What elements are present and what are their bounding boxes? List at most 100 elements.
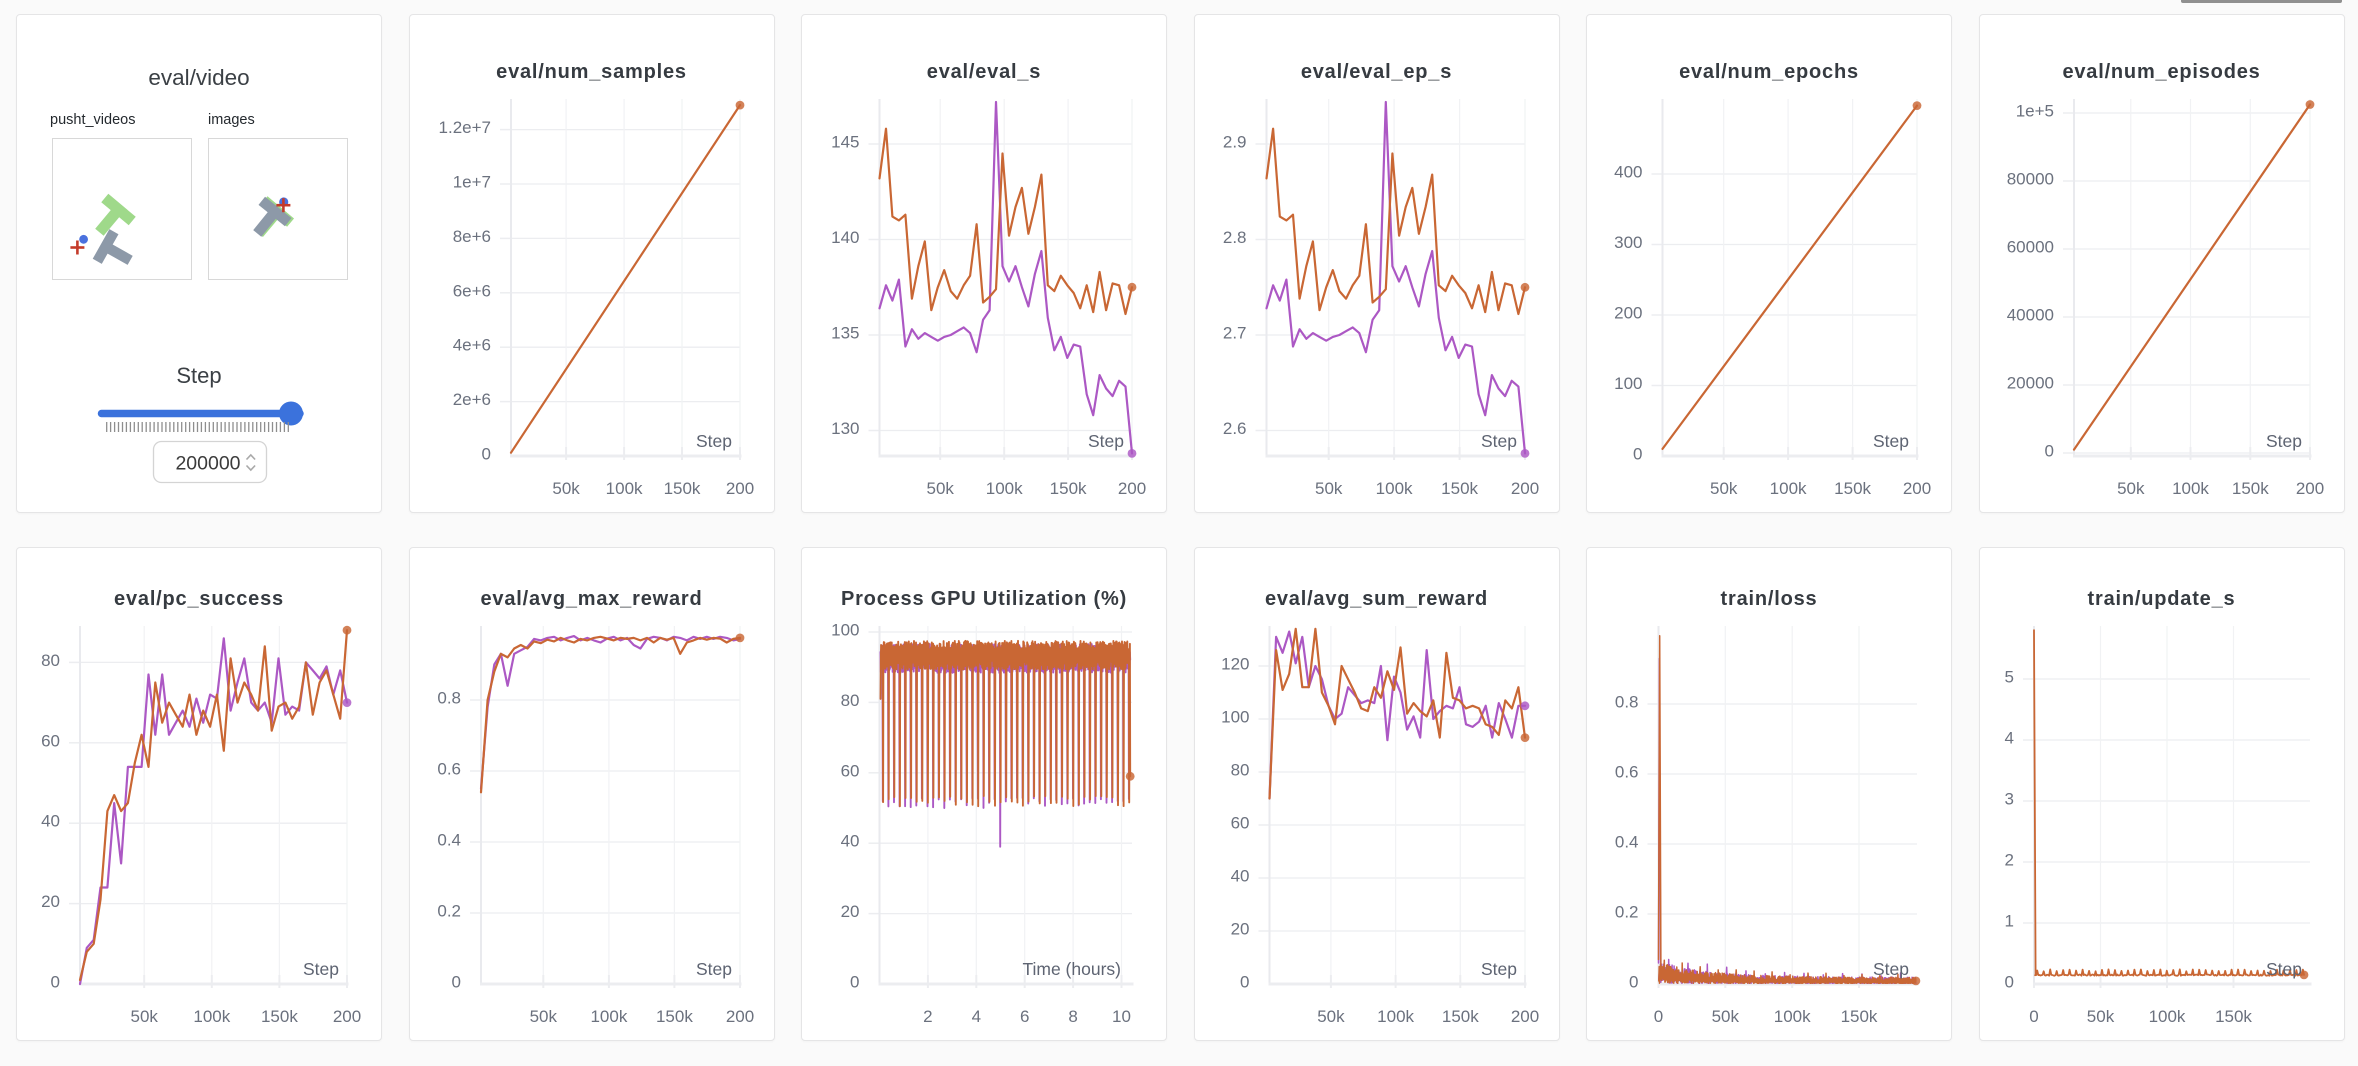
- svg-text:2.6: 2.6: [1222, 419, 1246, 438]
- svg-text:0.2: 0.2: [437, 902, 461, 921]
- svg-text:200: 200: [1903, 479, 1931, 498]
- svg-text:0.8: 0.8: [1615, 693, 1639, 712]
- svg-text:3: 3: [2004, 790, 2013, 809]
- svg-text:0: 0: [1629, 973, 1638, 992]
- svg-text:0.4: 0.4: [437, 831, 461, 850]
- svg-text:150k: 150k: [1841, 1007, 1878, 1026]
- svg-text:60: 60: [41, 731, 60, 750]
- svg-text:200: 200: [725, 1007, 753, 1026]
- svg-text:2e+6: 2e+6: [452, 390, 490, 409]
- svg-text:0: 0: [1654, 1007, 1663, 1026]
- svg-text:0: 0: [481, 445, 490, 464]
- svg-text:150k: 150k: [1441, 479, 1478, 498]
- svg-text:300: 300: [1614, 233, 1642, 252]
- svg-text:150k: 150k: [2215, 1007, 2252, 1026]
- svg-text:1.2e+7: 1.2e+7: [438, 118, 490, 137]
- svg-text:150k: 150k: [2231, 479, 2268, 498]
- svg-text:80: 80: [841, 691, 860, 710]
- svg-text:8e+6: 8e+6: [452, 227, 490, 246]
- svg-text:100: 100: [1221, 708, 1249, 727]
- svg-text:130: 130: [831, 419, 859, 438]
- svg-text:0: 0: [1633, 445, 1642, 464]
- svg-text:1e+7: 1e+7: [452, 173, 490, 192]
- svg-text:100: 100: [1614, 374, 1642, 393]
- svg-text:5: 5: [2004, 668, 2013, 687]
- svg-text:2.7: 2.7: [1222, 324, 1246, 343]
- svg-text:150k: 150k: [1834, 479, 1871, 498]
- svg-text:200: 200: [1614, 304, 1642, 323]
- svg-text:6: 6: [1020, 1007, 1029, 1026]
- svg-text:2.8: 2.8: [1222, 228, 1246, 247]
- svg-text:0.6: 0.6: [1615, 763, 1639, 782]
- svg-text:50k: 50k: [2086, 1007, 2114, 1026]
- svg-text:40: 40: [1230, 867, 1249, 886]
- svg-text:50k: 50k: [552, 479, 580, 498]
- svg-text:Time (hours): Time (hours): [1022, 959, 1121, 979]
- svg-text:Step: Step: [696, 959, 732, 979]
- svg-text:4: 4: [2004, 729, 2013, 748]
- svg-text:0: 0: [451, 973, 460, 992]
- svg-text:0: 0: [1240, 973, 1249, 992]
- svg-text:80: 80: [41, 651, 60, 670]
- svg-text:Step: Step: [696, 431, 732, 451]
- svg-text:145: 145: [831, 133, 859, 152]
- svg-text:140: 140: [831, 228, 859, 247]
- svg-text:100k: 100k: [1377, 1007, 1414, 1026]
- svg-text:Step: Step: [1481, 959, 1517, 979]
- svg-text:50k: 50k: [130, 1007, 158, 1026]
- svg-text:50k: 50k: [1710, 479, 1738, 498]
- svg-text:40000: 40000: [2006, 306, 2053, 325]
- svg-text:0: 0: [850, 973, 859, 992]
- svg-text:200: 200: [1118, 479, 1146, 498]
- svg-text:150k: 150k: [1441, 1007, 1478, 1026]
- svg-text:Step: Step: [303, 959, 339, 979]
- svg-text:6e+6: 6e+6: [452, 281, 490, 300]
- svg-text:50k: 50k: [1712, 1007, 1740, 1026]
- svg-text:200: 200: [1510, 1007, 1538, 1026]
- svg-text:100k: 100k: [2172, 479, 2209, 498]
- svg-text:Step: Step: [1873, 959, 1909, 979]
- svg-text:0.2: 0.2: [1615, 903, 1639, 922]
- svg-text:0.8: 0.8: [437, 689, 461, 708]
- svg-text:0: 0: [2004, 973, 2013, 992]
- svg-text:100k: 100k: [2148, 1007, 2185, 1026]
- svg-text:2.9: 2.9: [1222, 133, 1246, 152]
- svg-text:60: 60: [1230, 814, 1249, 833]
- svg-text:100k: 100k: [590, 1007, 627, 1026]
- svg-text:100k: 100k: [1375, 479, 1412, 498]
- svg-text:400: 400: [1614, 163, 1642, 182]
- svg-text:0.6: 0.6: [437, 760, 461, 779]
- svg-text:Step: Step: [1481, 431, 1517, 451]
- svg-text:50k: 50k: [2117, 479, 2145, 498]
- svg-text:150k: 150k: [261, 1007, 298, 1026]
- svg-text:80000: 80000: [2006, 170, 2053, 189]
- svg-text:40: 40: [841, 832, 860, 851]
- svg-text:100k: 100k: [1774, 1007, 1811, 1026]
- svg-text:0.4: 0.4: [1615, 833, 1639, 852]
- svg-text:8: 8: [1068, 1007, 1077, 1026]
- svg-text:1: 1: [2004, 912, 2013, 931]
- svg-text:100k: 100k: [605, 479, 642, 498]
- svg-text:50k: 50k: [1314, 479, 1342, 498]
- svg-text:200000: 200000: [175, 453, 240, 475]
- svg-text:150k: 150k: [663, 479, 700, 498]
- svg-text:Step: Step: [2266, 959, 2302, 979]
- svg-text:50k: 50k: [926, 479, 954, 498]
- svg-text:100k: 100k: [1770, 479, 1807, 498]
- svg-text:4: 4: [972, 1007, 981, 1026]
- svg-text:20: 20: [1230, 920, 1249, 939]
- svg-text:20000: 20000: [2006, 374, 2053, 393]
- svg-text:0: 0: [2044, 442, 2053, 461]
- svg-text:100k: 100k: [986, 479, 1023, 498]
- svg-text:Step: Step: [2266, 431, 2302, 451]
- svg-text:40: 40: [41, 812, 60, 831]
- svg-text:20: 20: [41, 892, 60, 911]
- svg-text:20: 20: [841, 902, 860, 921]
- svg-text:200: 200: [1510, 479, 1538, 498]
- svg-text:50k: 50k: [1317, 1007, 1345, 1026]
- svg-text:Step: Step: [1873, 431, 1909, 451]
- svg-text:150k: 150k: [655, 1007, 692, 1026]
- svg-text:60000: 60000: [2006, 238, 2053, 257]
- svg-text:100: 100: [831, 621, 859, 640]
- svg-text:4e+6: 4e+6: [452, 336, 490, 355]
